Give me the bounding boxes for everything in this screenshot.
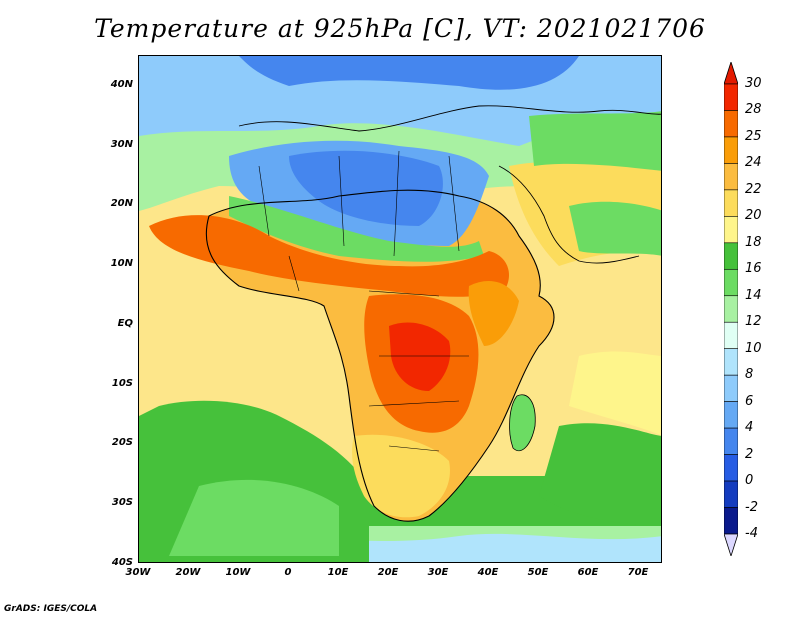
lon-label-50e: 50E [527, 567, 549, 578]
lat-label-20n: 20N [110, 198, 133, 209]
central-africa-hottest [389, 322, 451, 391]
lat-label-40s: 40S [111, 557, 133, 568]
arabia-coastline [498, 165, 640, 264]
country-borders [258, 150, 469, 452]
lon-label-30w: 30W [125, 567, 151, 578]
lon-label-10e: 10E [327, 567, 349, 578]
temperature-map [138, 55, 662, 563]
colorbar-level-label: 25 [745, 128, 762, 144]
arabian-sea-cool [569, 201, 661, 256]
colorbar-level-label: 10 [745, 340, 762, 356]
colorbar-segment [724, 348, 738, 376]
lat-label-eq: EQ [117, 318, 133, 329]
colorbar-segment [724, 321, 738, 350]
colorbar-segment [724, 507, 738, 535]
lon-label-60e: 60E [577, 567, 599, 578]
mediterranean-cold [239, 56, 579, 90]
lat-label-20s: 20S [111, 437, 133, 448]
lon-label-10w: 10W [225, 567, 251, 578]
colorbar-bottom-cap [724, 533, 738, 556]
lon-label-40e: 40E [477, 567, 499, 578]
colorbar-segment [724, 454, 738, 482]
colorbar-level-label: 8 [745, 367, 754, 383]
colorbar-level-label: 4 [745, 420, 754, 436]
colorbar-level-label: 14 [745, 287, 762, 303]
lat-label-30s: 30S [111, 497, 133, 508]
lon-label-70e: 70E [627, 567, 649, 578]
colorbar-segment [724, 189, 738, 217]
southern-africa-mild [352, 434, 450, 518]
middle-east-cool [529, 111, 661, 171]
sahel-cool-fringe [229, 196, 484, 262]
indian-ocean-mild [569, 351, 661, 436]
colorbar-segment [724, 163, 738, 191]
colorbar-level-label: 6 [745, 393, 754, 409]
lon-label-30e: 30E [427, 567, 449, 578]
africa-coastline [205, 189, 555, 522]
colorbar-level-label: -2 [745, 499, 758, 515]
europe-coastline [238, 105, 661, 132]
lat-label-30n: 30N [110, 139, 133, 150]
colorbar-level-label: 0 [745, 473, 754, 489]
colorbar-level-label: 18 [745, 234, 762, 250]
colorbar-level-label: 12 [745, 314, 762, 330]
colorbar-segment [724, 480, 738, 508]
west-africa-hot-belt [149, 215, 509, 297]
colorbar-segment [724, 268, 738, 297]
colorbar-segment [724, 427, 738, 455]
credit-text: GrADS: IGES/COLA [4, 604, 98, 614]
colorbar-segment [724, 295, 738, 323]
colorbar-top-cap [724, 62, 738, 85]
lon-label-20e: 20E [377, 567, 399, 578]
chart-title: Temperature at 925hPa [C], VT: 202102170… [94, 14, 706, 43]
colorbar-level-label: 30 [745, 76, 762, 91]
colorbar-level-label: 28 [745, 102, 762, 118]
colorbar-segment [724, 242, 738, 270]
lon-label-0: 0 [284, 567, 292, 578]
colorbar-level-label: 22 [745, 181, 762, 197]
colorbar-segment [724, 83, 738, 111]
indian-ocean-cool [539, 423, 661, 526]
colorbar-level-label: 2 [745, 446, 754, 462]
colorbar-segment [724, 110, 738, 138]
colorbar-segment [724, 136, 738, 164]
colorbar-level-label: 16 [745, 261, 762, 277]
south-atlantic-cooler [169, 479, 339, 556]
lon-label-20w: 20W [175, 567, 201, 578]
lat-label-40n: 40N [110, 79, 133, 90]
lat-label-10n: 10N [110, 258, 133, 269]
east-africa-warm [468, 281, 519, 346]
colorbar-segment [724, 374, 738, 402]
colorbar-level-label: -4 [745, 526, 758, 541]
colorbar-segment [724, 216, 738, 244]
colorbar [724, 62, 738, 556]
temperature-field [139, 56, 661, 562]
sahara-colder-core [289, 150, 443, 226]
colorbar-level-label: 20 [745, 208, 762, 224]
lat-label-10s: 10S [111, 378, 133, 389]
colorbar-level-label: 24 [745, 155, 762, 171]
madagascar [509, 394, 536, 452]
colorbar-segment [724, 401, 738, 429]
